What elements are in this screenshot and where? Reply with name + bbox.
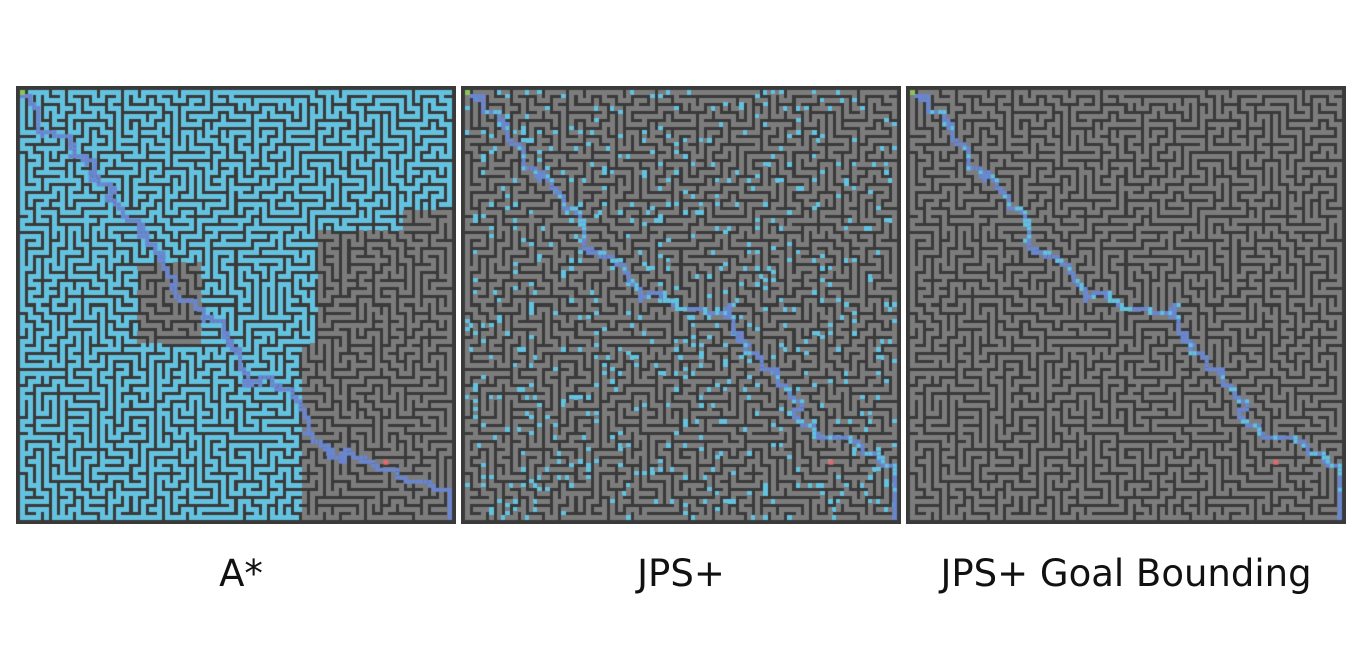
astar-caption: A* [219, 552, 263, 595]
jps-maze-canvas [461, 86, 901, 524]
jps-goal-bounding-maze-canvas [906, 86, 1346, 524]
jps-goal-bounding-caption: JPS+ Goal Bounding [940, 552, 1312, 595]
jps-maze-panel [461, 86, 901, 524]
jps-goal-bounding-maze-panel [906, 86, 1346, 524]
astar-maze-panel [16, 86, 456, 524]
astar-maze-canvas [16, 86, 456, 524]
jps-caption: JPS+ [637, 552, 725, 595]
